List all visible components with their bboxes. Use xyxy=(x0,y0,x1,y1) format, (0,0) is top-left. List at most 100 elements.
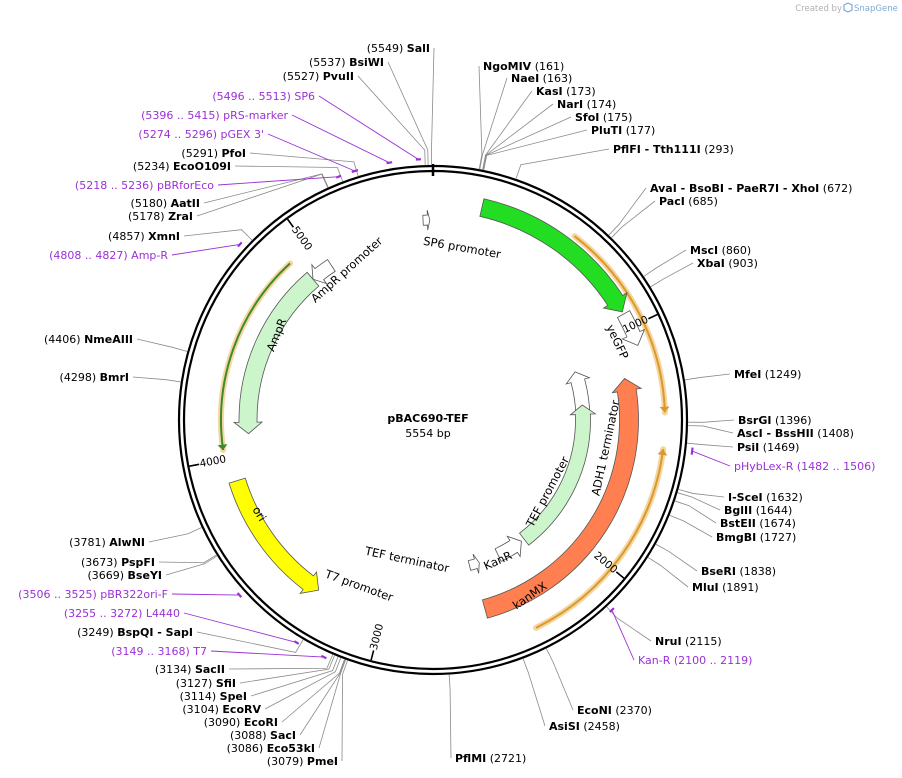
primer-pbrforeco[interactable]: (5218 .. 5236) pBRforEco xyxy=(75,174,342,192)
feature-tef-terminator[interactable] xyxy=(494,535,522,562)
site-nmeaiii[interactable]: (4406) NmeAIII xyxy=(44,333,188,352)
site-nrui[interactable]: NruI (2115) xyxy=(606,606,722,648)
site-avai[interactable]: AvaI - BsoBI - PaeR7I - XhoI (672) xyxy=(608,182,853,236)
primer-sp6[interactable]: (5496 .. 5513) SP6 xyxy=(212,90,421,161)
primer-label: (5496 .. 5513) SP6 xyxy=(212,90,315,103)
feature-ampr[interactable] xyxy=(232,271,320,435)
site-label: AscI - BssHII (1408) xyxy=(737,427,854,440)
site-sfoi[interactable]: SfoI (175) xyxy=(482,111,632,171)
site-pspfi[interactable]: (3673) PspFI xyxy=(81,554,217,569)
site-ecorv[interactable]: (3104) EcoRV xyxy=(182,657,342,716)
primer-label: (5396 .. 5415) pRS-marker xyxy=(141,109,288,122)
site-pfoi[interactable]: (5291) PfoI xyxy=(181,147,359,177)
site-pvuii[interactable]: (5527) PvuII xyxy=(283,70,426,166)
site-pmei[interactable]: (3079) PmeI xyxy=(267,660,348,768)
site-spei[interactable]: (3114) SpeI xyxy=(180,656,339,703)
site-label: SfoI (175) xyxy=(575,111,632,124)
site-ngomiv[interactable]: NgoMIV (161) xyxy=(478,60,564,170)
site-ecori[interactable]: (3090) EcoRI xyxy=(204,659,345,729)
primer-amp-r[interactable]: (4808 .. 4827) Amp-R xyxy=(49,241,243,262)
primer-pgex-3-[interactable]: (5274 .. 5296) pGEX 3' xyxy=(138,128,359,174)
plasmid-size: 5554 bp xyxy=(405,427,450,440)
primer-label: pHybLex-R (1482 .. 1506) xyxy=(734,460,875,473)
site-bsteii[interactable]: BstEII (1674) xyxy=(674,500,796,530)
site-saci[interactable]: (3088) SacI xyxy=(230,659,346,742)
primer-layer: (5496 .. 5513) SP6 (5396 .. 5415) pRS-mar… xyxy=(18,90,875,667)
primer-kan-r[interactable]: Kan-R (2100 .. 2119) xyxy=(609,607,753,667)
primer-l4440[interactable]: (3255 .. 3272) L4440 xyxy=(64,607,300,645)
site-mfei[interactable]: MfeI (1249) xyxy=(684,368,802,381)
site-msci[interactable]: MscI (860) xyxy=(643,244,751,277)
site-label: (3090) EcoRI xyxy=(204,716,278,729)
primer-label: (5274 .. 5296) pGEX 3' xyxy=(138,128,264,141)
primer-phyblex-r[interactable]: pHybLex-R (1482 .. 1506) xyxy=(690,447,876,473)
site-mlui[interactable]: MluI (1891) xyxy=(647,556,759,594)
site-label: (3079) PmeI xyxy=(267,755,338,768)
site-label: (3673) PspFI xyxy=(81,556,155,569)
primer-prs-marker[interactable]: (5396 .. 5415) pRS-marker xyxy=(141,109,393,165)
site-bseyi[interactable]: (3669) BseYI xyxy=(87,555,218,582)
feature-yegfp[interactable] xyxy=(479,198,628,313)
site-label: NgoMIV (161) xyxy=(483,60,564,73)
orf-arrow xyxy=(217,260,294,453)
feature-sp6-promoter[interactable] xyxy=(422,209,431,231)
site-sali[interactable]: (5549) SalI xyxy=(367,42,435,166)
site-label: (3134) SacII xyxy=(155,663,225,676)
site-label: NruI (2115) xyxy=(655,635,722,648)
feature-adh1-terminator[interactable] xyxy=(616,310,646,346)
primer-pbr322ori-f[interactable]: (3506 .. 3525) pBR322ori-F xyxy=(18,588,243,601)
site-zrai[interactable]: (5178) ZraI xyxy=(128,173,329,223)
orf-arrow xyxy=(533,446,668,631)
site-bseri[interactable]: BseRI (1838) xyxy=(655,543,776,578)
site-layer: (5549) SalI(5537) BsiWI(5527) PvuII (5291… xyxy=(44,42,854,768)
site-asisi[interactable]: AsiSI (2458) xyxy=(522,658,620,733)
tick-4000 xyxy=(189,463,200,467)
site-label: NarI (174) xyxy=(557,98,616,111)
site-bglii[interactable]: BglII (1644) xyxy=(677,492,792,517)
site-xmni[interactable]: (4857) XmnI xyxy=(108,229,253,243)
site-sacii[interactable]: (3134) SacII xyxy=(155,654,334,676)
feature-kanmx[interactable] xyxy=(481,378,643,619)
site-aatii[interactable]: (5180) AatII xyxy=(131,173,329,210)
site-ecoo109i[interactable]: (5234) EcoO109I xyxy=(133,160,344,182)
site-asci[interactable]: AscI - BssHII (1408) xyxy=(687,425,854,440)
feature-label: SP6 promoter xyxy=(422,234,502,261)
site-eco53ki[interactable]: (3086) Eco53kI xyxy=(227,659,347,755)
site-naei[interactable]: NaeI (163) xyxy=(479,72,573,170)
site-pflmi[interactable]: PflMI (2721) xyxy=(448,674,526,765)
site-pflfi[interactable]: PflFI - Tth111I (293) xyxy=(515,143,734,180)
site-label: PflFI - Tth111I (293) xyxy=(613,143,734,156)
feature-label: KanR xyxy=(481,548,514,573)
site-i-scei[interactable]: I-SceI (1632) xyxy=(678,488,803,504)
feature-label: TEF terminator xyxy=(363,544,451,576)
site-pluti[interactable]: PluTI (177) xyxy=(483,124,656,171)
site-econi[interactable]: EcoNI (2370) xyxy=(545,648,652,717)
orf-arrow xyxy=(571,233,670,416)
site-label: (5527) PvuII xyxy=(283,70,354,83)
site-label: (4857) XmnI xyxy=(108,230,180,243)
site-bspqi[interactable]: (3249) BspQI - SapI xyxy=(77,626,304,653)
feature-ampr-promoter[interactable] xyxy=(311,259,336,285)
feature-ori[interactable] xyxy=(228,477,320,595)
primer-t7[interactable]: (3149 .. 3168) T7 xyxy=(111,645,327,660)
primer-label: (3255 .. 3272) L4440 xyxy=(64,607,180,620)
site-bsrgi[interactable]: BsrGI (1396) xyxy=(687,414,812,427)
site-bsiwi[interactable]: (5537) BsiWI xyxy=(309,56,429,166)
site-alwni[interactable]: (3781) AlwNI xyxy=(69,527,202,549)
site-label: (3781) AlwNI xyxy=(69,536,145,549)
site-label: (4406) NmeAIII xyxy=(44,333,133,346)
site-label: BseRI (1838) xyxy=(701,565,776,578)
site-bmri[interactable]: (4298) BmrI xyxy=(60,371,181,384)
site-xbai[interactable]: XbaI (903) xyxy=(650,257,758,288)
site-label: EcoNI (2370) xyxy=(577,704,652,717)
site-paci[interactable]: PacI (685) xyxy=(611,195,718,239)
site-psii[interactable]: PsiI (1469) xyxy=(686,441,799,454)
feature-label: T7 promoter xyxy=(322,566,395,604)
feature-t7-promoter[interactable] xyxy=(467,553,480,574)
feature-kanr[interactable] xyxy=(518,404,597,546)
site-label: (5537) BsiWI xyxy=(309,56,384,69)
site-bmgbi[interactable]: BmgBI (1727) xyxy=(669,514,797,544)
site-label: PluTI (177) xyxy=(591,124,655,137)
site-sfii[interactable]: (3127) SfiI xyxy=(176,655,336,690)
